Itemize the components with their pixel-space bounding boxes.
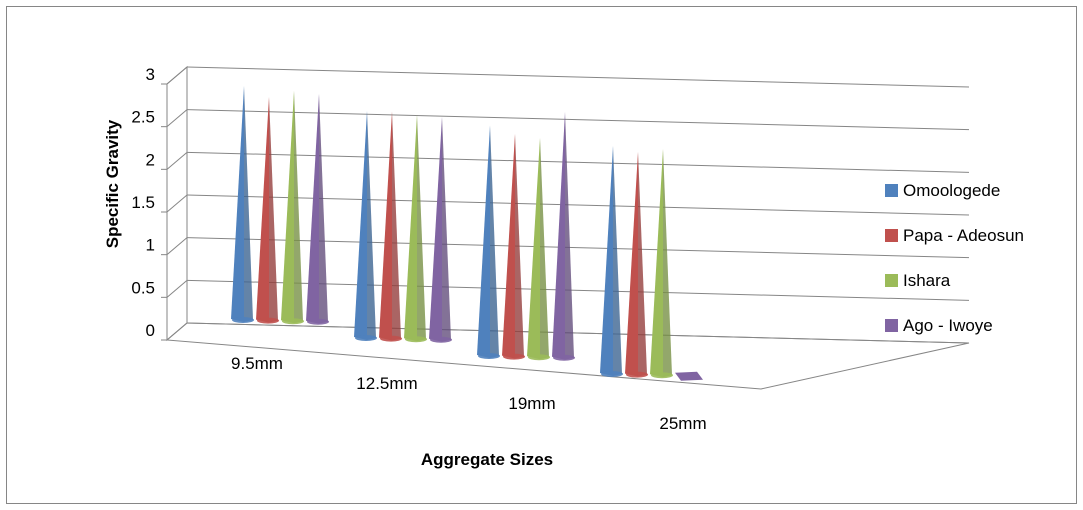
legend-swatch [885,229,898,242]
x-tick-label: 9.5mm [231,354,283,373]
cone-bar [477,125,500,359]
y-wall-gridline [166,66,188,85]
cone-bar [354,110,377,341]
cone-bar [281,90,304,325]
y-tick-label: 0.5 [131,278,155,297]
cone-bar [552,111,575,361]
x-tick-labels: 9.5mm 12.5mm 19mm 25mm [231,354,707,433]
y-gridline [186,279,970,301]
cone-bar [231,86,254,323]
legend-label: Ago - Iwoye [903,316,993,335]
y-wall-gridline [166,109,188,128]
cone-bar [675,371,703,381]
y-gridline [186,109,970,131]
y-gridline [186,322,970,344]
y-wall-gridline [166,322,188,341]
legend-swatch [885,319,898,332]
y-tick-label: 2 [146,150,155,169]
y-tick-label: 1 [146,236,155,255]
cone-bar [600,146,623,377]
y-tick-label: 1.5 [131,193,155,212]
legend-label: Ishara [903,271,951,290]
x-tick-label: 19mm [508,394,555,413]
x-tick-label: 25mm [659,414,706,433]
cone-bar [379,111,402,342]
x-tick-label: 12.5mm [356,374,417,393]
cone-bar [502,133,525,360]
cone-bar [429,116,452,343]
y-tick-label: 3 [146,65,155,84]
legend-label: Omoologede [903,181,1000,200]
cone-bar [404,114,427,343]
chart-svg: 0 0.5 1 1.5 2 2.5 3 9.5mm 12.5mm 19mm 25mm Specif… [103,65,1024,469]
legend-swatch [885,184,898,197]
cone-bar [306,93,329,325]
y-axis-title: Specific Gravity [103,119,122,248]
y-wall-gridline [166,151,188,170]
cone-bar [256,96,279,324]
cone-bar [625,151,648,378]
cone-bar [650,148,673,379]
y-tick-labels: 0 0.5 1 1.5 2 2.5 3 [131,65,155,340]
y-gridline [186,194,970,216]
legend: Omoologede Papa - Adeosun Ishara Ago - Iwoy… [885,181,1024,335]
y-tick-label: 2.5 [131,108,155,127]
y-wall-gridline [166,279,188,298]
x-axis-title: Aggregate Sizes [421,450,553,469]
y-wall-gridline [166,237,188,256]
y-gridline [186,151,970,173]
chart-frame: 0 0.5 1 1.5 2 2.5 3 9.5mm 12.5mm 19mm 25mm Specif… [6,6,1077,504]
cone-bars [231,86,703,381]
y-wall-gridline [166,194,188,213]
cone-bar [527,137,550,361]
legend-label: Papa - Adeosun [903,226,1024,245]
y-tick-label: 0 [146,321,155,340]
y-gridline [186,237,970,259]
y-gridline [186,66,970,88]
legend-swatch [885,274,898,287]
